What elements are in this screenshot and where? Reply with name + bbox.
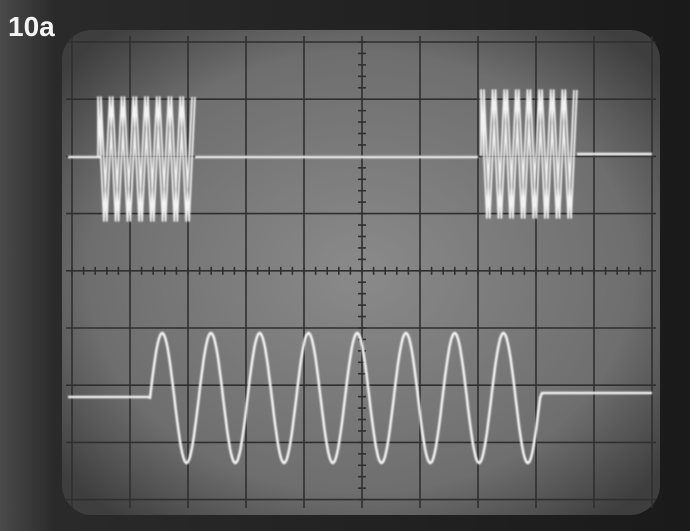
page: 10a (() => { const data = JSON.parse(doc…	[0, 0, 690, 531]
oscilloscope-photo: 10a	[0, 0, 690, 531]
figure-label: 10a	[8, 11, 55, 42]
